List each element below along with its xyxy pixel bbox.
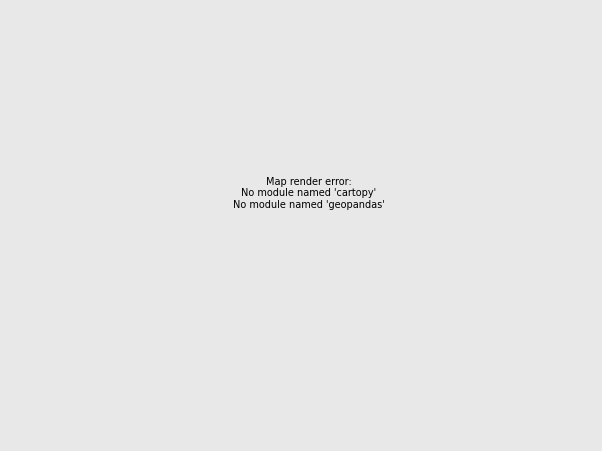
Text: Map render error:
No module named 'cartopy'
No module named 'geopandas': Map render error: No module named 'carto… bbox=[232, 176, 385, 210]
